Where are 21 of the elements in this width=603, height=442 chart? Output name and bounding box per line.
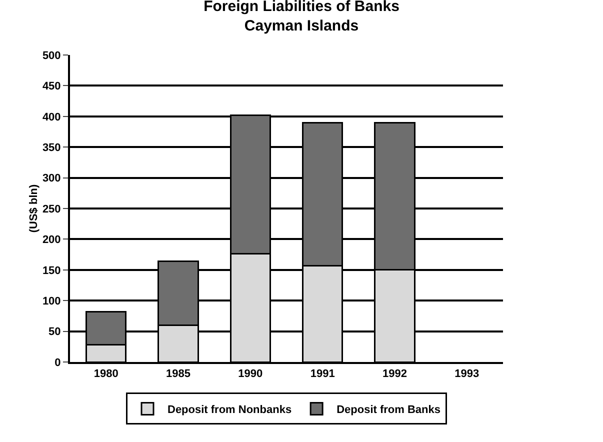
y-tick-label: 450 — [42, 80, 61, 93]
x-tick-label: 1993 — [454, 368, 480, 380]
y-tick-label: 100 — [42, 295, 61, 308]
y-axis-title: (US$ bln) — [28, 184, 40, 233]
legend-label: Deposit from Nonbanks — [168, 404, 292, 416]
y-tick-label: 50 — [48, 326, 61, 338]
y-tick-label: 500 — [42, 50, 61, 62]
y-tick-label: 300 — [42, 172, 61, 185]
legend-label: Deposit from Banks — [336, 404, 440, 416]
y-tick-label: 150 — [42, 264, 61, 277]
x-tick-label: 1990 — [238, 368, 263, 380]
chart-title: Foreign Liabilities of Banks Cayman Islands — [204, 0, 400, 35]
y-tick-label: 250 — [42, 203, 61, 216]
x-tick-label: 1980 — [94, 368, 118, 380]
y-tick-label: 400 — [42, 111, 61, 124]
y-tick-label: 0 — [54, 356, 61, 369]
y-tick-label: 350 — [42, 142, 61, 154]
x-tick-label: 1991 — [310, 368, 335, 380]
x-tick-label: 1985 — [166, 368, 190, 380]
y-tick-label: 200 — [42, 234, 61, 246]
x-tick-label: 1992 — [382, 368, 407, 380]
